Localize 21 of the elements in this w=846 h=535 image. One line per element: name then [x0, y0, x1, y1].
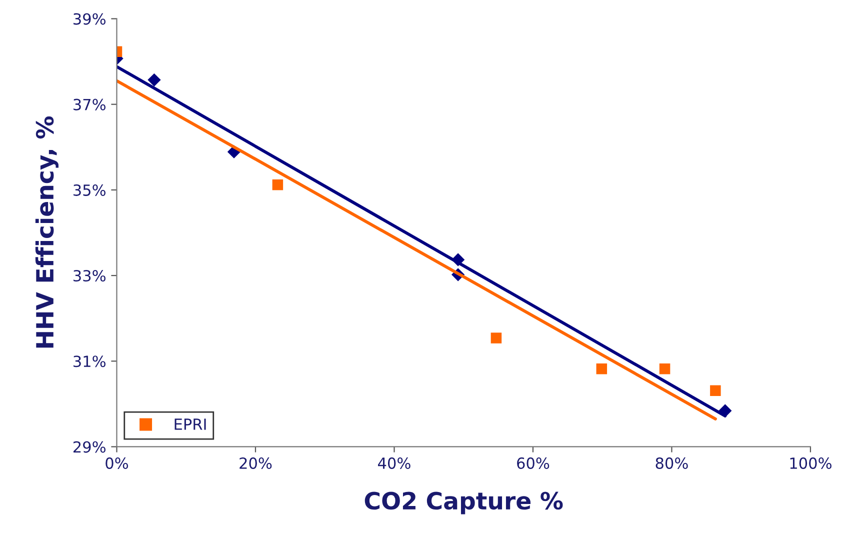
- point: [490, 332, 502, 344]
- y-tick-label: 35%: [74, 184, 106, 196]
- y-tick-label: 37%: [74, 98, 106, 110]
- point: [710, 385, 721, 396]
- x-axis-title: CO2 Capture %: [364, 492, 563, 514]
- point: [272, 179, 284, 190]
- point: [148, 73, 161, 87]
- y-tick-label: 29%: [73, 441, 106, 453]
- y-tick-label: 39%: [74, 13, 106, 25]
- point: [596, 363, 608, 374]
- y-tick-label: 33%: [74, 270, 106, 282]
- y-tick-label: 31%: [74, 356, 106, 368]
- point: [659, 363, 670, 374]
- x-tick-label: 60%: [517, 457, 550, 469]
- legend-label: EPRI: [174, 418, 206, 430]
- y-axis-title: HHV Efficiency, %: [35, 116, 58, 348]
- x-tick-label: 20%: [240, 457, 272, 469]
- x-tick-label: 40%: [378, 457, 410, 469]
- x-tick-label: 100%: [790, 457, 832, 469]
- x-tick-label: 0%: [106, 457, 128, 469]
- x-tick-label: 80%: [656, 457, 688, 469]
